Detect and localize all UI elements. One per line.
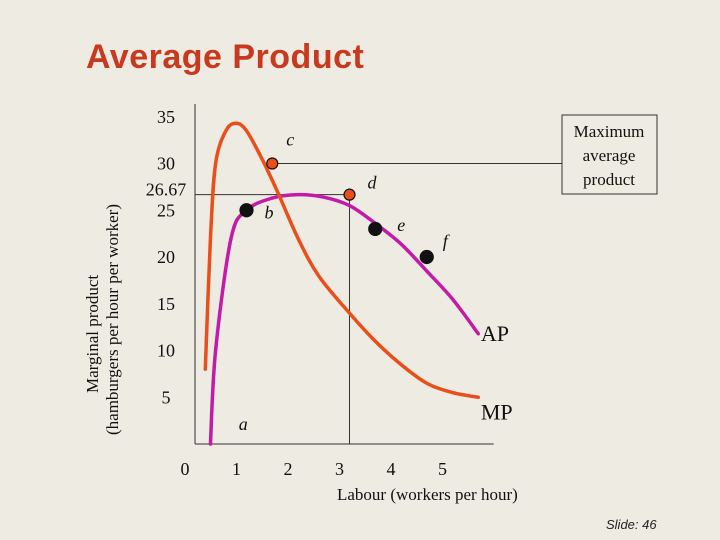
max-label-line-1: Maximum [574,122,645,141]
y-tick-label: 26.67 [146,180,187,200]
y-tick-label: 30 [157,154,175,174]
points [239,157,434,265]
x-tick-label: 4 [387,459,396,479]
curves [195,121,562,446]
y-axis-label: Marginal product(hamburgers per hour per… [83,204,122,435]
max-label-line-2: average [583,146,636,165]
point-c [266,157,279,170]
max-label-line-3: product [583,170,635,189]
point-label-c: c [286,130,294,150]
y-tick-label: 35 [157,107,175,127]
point-labels: b c d e f a AP MP [239,130,513,434]
curve-ap [208,192,480,446]
x-tick-label: 3 [335,459,344,479]
point-f [419,249,434,265]
y-tick-label: 5 [162,387,171,407]
point-d [343,188,356,201]
annotation-a: a [239,414,248,434]
x-tick-label: 0 [181,459,190,479]
point-label-f: f [443,231,451,251]
y-axis-label-line: (hamburgers per hour per worker) [103,204,122,435]
x-tick-label: 1 [232,459,241,479]
annotation-ap: AP [481,321,509,346]
point-b [239,203,254,218]
max-average-product-box [561,114,658,195]
x-tick-label: 5 [438,459,447,479]
x-tick-labels: 0 1 2 3 4 5 [181,459,448,479]
annotation-mp: MP [481,400,513,425]
slide-title: Average Product [86,38,365,76]
point-label-d: d [368,173,378,193]
x-axis-label: Labour (workers per hour) [337,485,518,504]
y-tick-label: 10 [157,341,175,361]
point-label-b: b [265,202,274,222]
y-axis-label-line: Marginal product [83,275,102,393]
point-e [368,221,383,237]
slide-number: Slide: 46 [606,517,657,532]
axes [194,104,494,445]
curve-mp [203,121,480,399]
point-label-e: e [397,215,405,235]
y-tick-label: 25 [157,200,175,220]
y-tick-label: 20 [157,247,175,267]
x-tick-label: 2 [284,459,293,479]
y-tick-label: 15 [157,294,175,314]
